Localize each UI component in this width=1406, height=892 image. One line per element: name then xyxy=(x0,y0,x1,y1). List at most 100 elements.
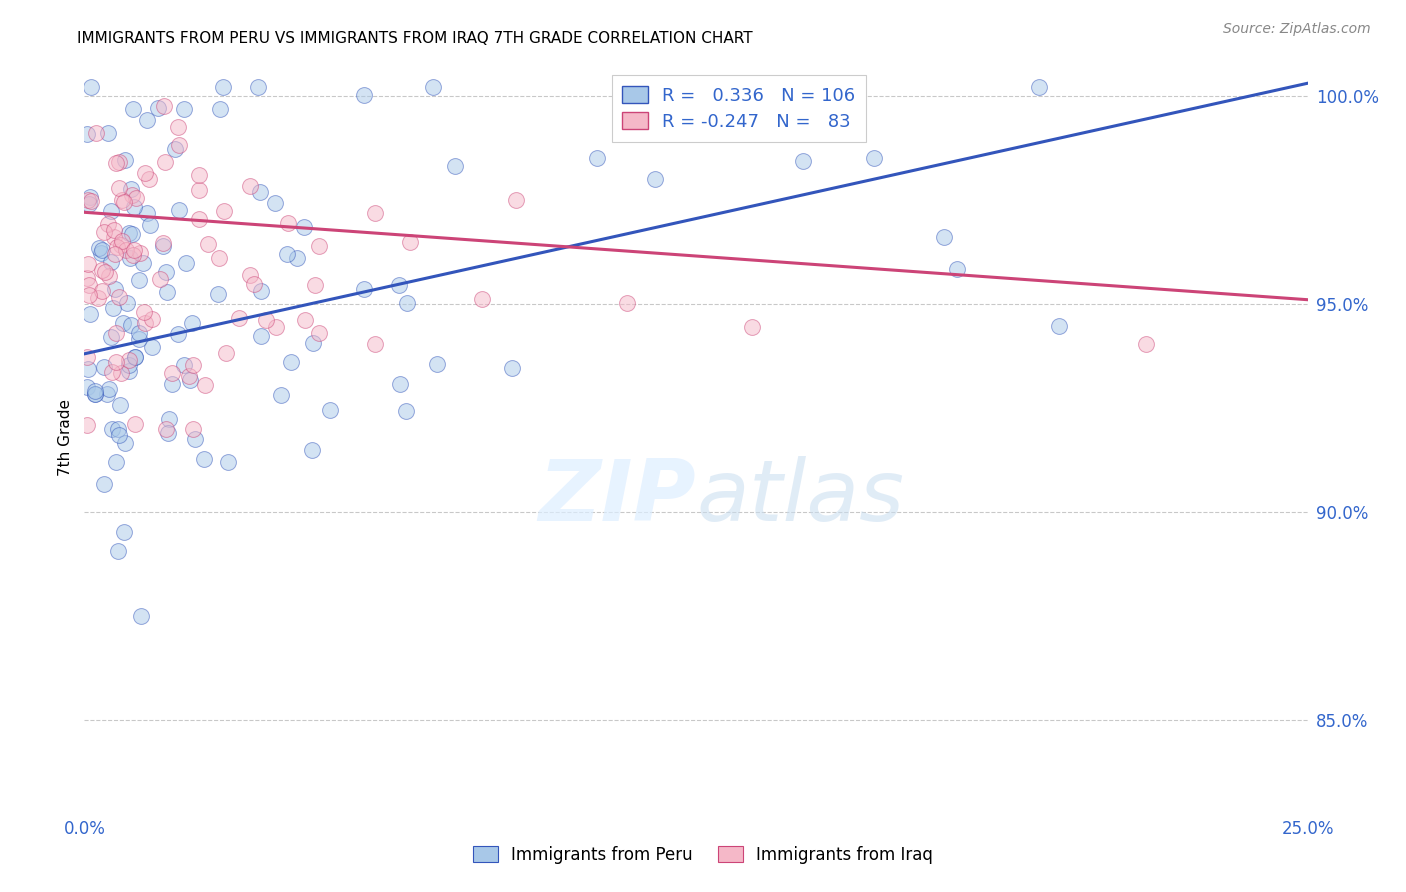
Point xyxy=(156,425,179,440)
Point xyxy=(105,240,128,254)
Point xyxy=(121,227,143,242)
Point xyxy=(79,190,101,204)
Point xyxy=(110,238,132,252)
Point xyxy=(111,194,134,208)
Point xyxy=(134,316,156,330)
Point xyxy=(100,330,122,344)
Point xyxy=(1135,337,1157,351)
Point xyxy=(120,318,142,333)
Point xyxy=(86,126,108,140)
Point xyxy=(254,313,277,327)
Text: atlas: atlas xyxy=(696,456,904,539)
Text: IMMIGRANTS FROM PERU VS IMMIGRANTS FROM IRAQ 7TH GRADE CORRELATION CHART: IMMIGRANTS FROM PERU VS IMMIGRANTS FROM … xyxy=(77,31,754,46)
Point xyxy=(177,368,200,383)
Point xyxy=(80,194,103,209)
Point xyxy=(93,477,115,491)
Point xyxy=(115,296,138,310)
Point xyxy=(107,422,129,436)
Point xyxy=(187,183,209,197)
Point xyxy=(165,142,187,156)
Point xyxy=(166,326,188,341)
Point xyxy=(280,355,302,369)
Point xyxy=(76,417,98,432)
Point xyxy=(101,422,124,436)
Point xyxy=(270,387,292,401)
Point xyxy=(301,442,323,457)
Point xyxy=(243,277,266,292)
Point xyxy=(353,87,375,102)
Point xyxy=(90,284,112,298)
Point xyxy=(173,358,195,372)
Point xyxy=(121,187,143,202)
Point xyxy=(124,350,146,364)
Point xyxy=(187,211,209,226)
Point xyxy=(98,268,121,283)
Point xyxy=(128,326,150,340)
Point xyxy=(91,263,114,277)
Point xyxy=(217,455,239,469)
Point xyxy=(100,204,122,219)
Point xyxy=(90,246,112,260)
Point xyxy=(180,316,202,330)
Point xyxy=(934,230,956,244)
Point xyxy=(112,524,135,539)
Point xyxy=(214,346,236,360)
Point xyxy=(107,428,129,442)
Point xyxy=(112,316,135,330)
Point xyxy=(363,206,385,220)
Point xyxy=(239,178,262,193)
Point xyxy=(118,353,141,368)
Point xyxy=(80,80,103,95)
Point xyxy=(124,191,146,205)
Point xyxy=(181,422,204,436)
Point xyxy=(134,305,156,319)
Point xyxy=(128,245,150,260)
Point xyxy=(77,193,100,207)
Point xyxy=(399,235,422,249)
Point xyxy=(152,235,174,250)
Point xyxy=(77,287,100,301)
Point xyxy=(395,404,418,418)
Point xyxy=(863,151,886,165)
Point xyxy=(166,120,188,134)
Legend: R =   0.336   N = 106, R = -0.247   N =   83: R = 0.336 N = 106, R = -0.247 N = 83 xyxy=(612,75,866,142)
Point xyxy=(104,326,127,340)
Point xyxy=(138,172,160,186)
Point xyxy=(141,340,163,354)
Point xyxy=(121,248,143,262)
Point xyxy=(134,166,156,180)
Point xyxy=(87,291,110,305)
Point xyxy=(388,277,411,292)
Point xyxy=(304,278,326,293)
Point xyxy=(211,80,233,95)
Point xyxy=(103,229,125,244)
Point xyxy=(104,354,127,368)
Text: Source: ZipAtlas.com: Source: ZipAtlas.com xyxy=(1223,22,1371,37)
Point xyxy=(148,101,170,115)
Point xyxy=(107,544,129,558)
Legend: Immigrants from Peru, Immigrants from Iraq: Immigrants from Peru, Immigrants from Ir… xyxy=(467,839,939,871)
Point xyxy=(104,282,127,296)
Point xyxy=(135,205,157,219)
Point xyxy=(586,151,609,165)
Point xyxy=(100,365,122,379)
Point xyxy=(155,265,177,279)
Point xyxy=(101,301,124,315)
Point xyxy=(157,412,180,426)
Point xyxy=(167,202,190,217)
Point xyxy=(239,268,262,282)
Point xyxy=(396,295,419,310)
Point xyxy=(122,103,145,117)
Point xyxy=(294,220,316,235)
Point xyxy=(228,311,250,326)
Point xyxy=(129,609,152,624)
Point xyxy=(108,181,131,195)
Point xyxy=(208,251,231,265)
Point xyxy=(193,452,215,467)
Point xyxy=(792,153,814,168)
Point xyxy=(141,312,163,326)
Point xyxy=(84,384,107,398)
Point xyxy=(155,155,177,169)
Point xyxy=(471,293,494,307)
Point xyxy=(179,373,201,387)
